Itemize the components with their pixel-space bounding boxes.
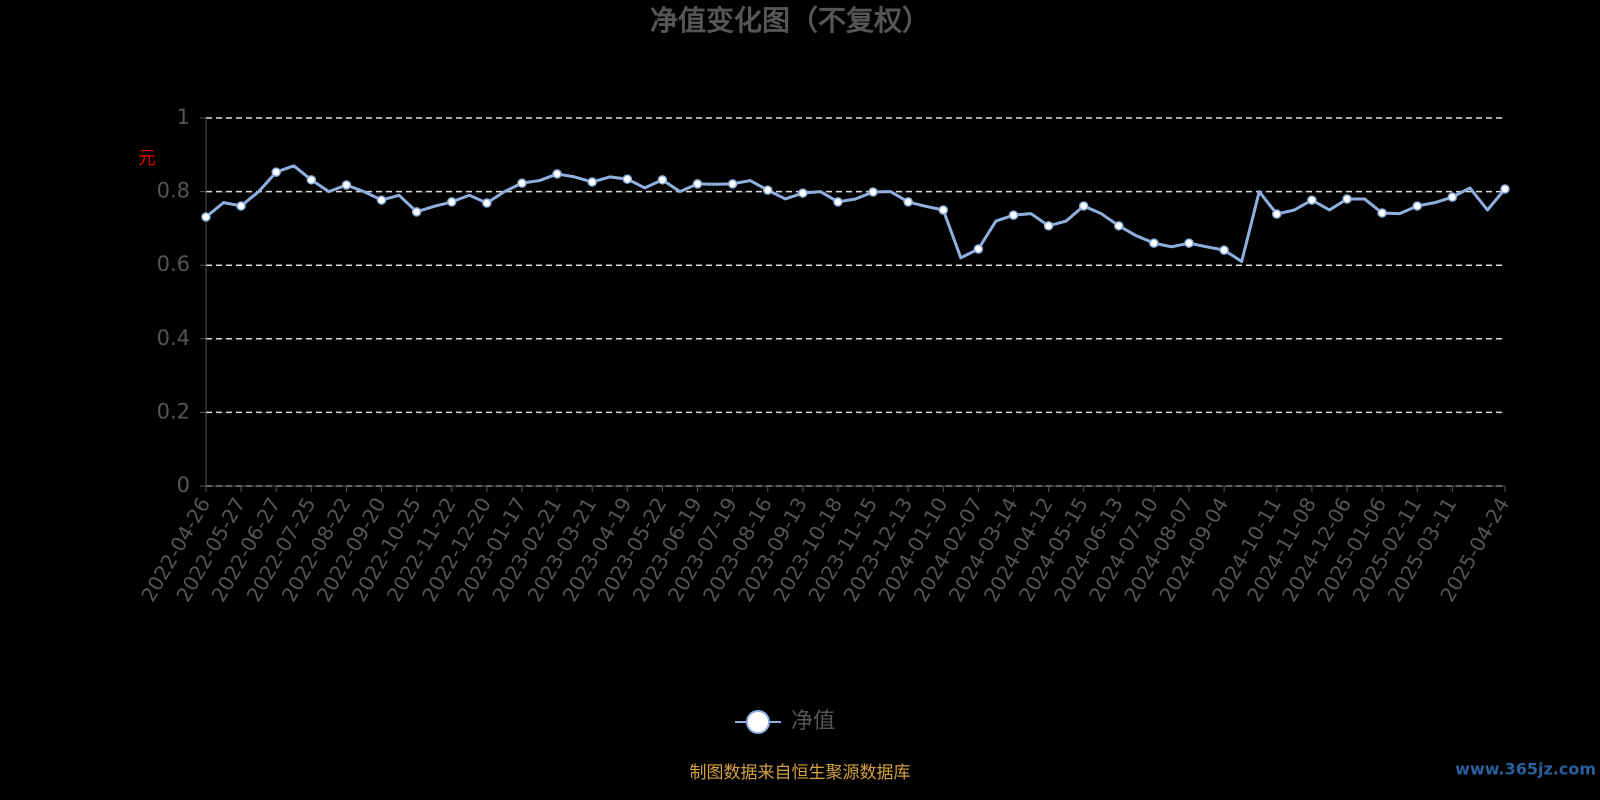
point — [903, 197, 913, 207]
y-tick-label: 0.6 — [157, 252, 190, 276]
point — [517, 178, 527, 188]
point — [1377, 208, 1387, 218]
point — [1272, 209, 1282, 219]
legend-label: 净值 — [791, 709, 835, 734]
point — [1114, 221, 1124, 231]
point — [833, 197, 843, 207]
point — [1412, 201, 1422, 211]
point — [376, 195, 387, 205]
point — [1342, 194, 1352, 204]
watermark: www.365jz.com — [1455, 760, 1596, 779]
point — [306, 175, 317, 185]
point — [341, 180, 352, 190]
point — [1043, 221, 1054, 231]
point — [938, 205, 949, 215]
point — [692, 179, 703, 189]
point — [482, 198, 492, 208]
y-tick-label: 0.8 — [157, 179, 190, 203]
y-axis-label: 元 — [138, 148, 156, 169]
point — [201, 212, 211, 222]
point — [411, 207, 422, 217]
point — [657, 175, 668, 185]
point — [1149, 238, 1159, 248]
point — [1184, 238, 1194, 248]
point — [1447, 192, 1458, 202]
point — [1008, 210, 1019, 220]
point — [868, 187, 878, 197]
point — [1307, 195, 1317, 205]
point — [1500, 184, 1510, 194]
point — [973, 244, 984, 254]
y-tick-label: 0.2 — [157, 399, 190, 423]
y-tick-label: 1 — [177, 105, 190, 129]
point — [762, 185, 773, 195]
legend-marker — [746, 710, 770, 734]
point — [1219, 245, 1229, 255]
y-tick-label: 0.4 — [157, 326, 190, 350]
point — [1078, 201, 1089, 211]
point — [622, 174, 633, 184]
point — [447, 197, 457, 207]
chart-title: 净值变化图（不复权） — [650, 4, 930, 37]
point — [587, 177, 597, 187]
point — [271, 167, 281, 177]
point — [727, 179, 738, 189]
point — [552, 169, 562, 179]
point — [236, 201, 246, 211]
point — [798, 188, 808, 198]
series-line — [205, 164, 1507, 264]
source-note: 制图数据来自恒生聚源数据库 — [690, 763, 911, 783]
y-tick-label: 0 — [177, 473, 190, 497]
